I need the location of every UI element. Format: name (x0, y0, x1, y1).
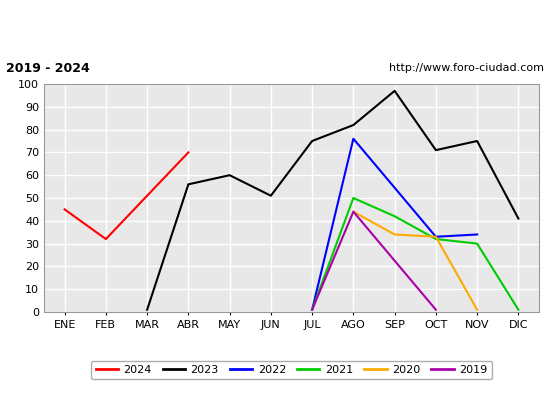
Text: Evolucion Nº Turistas Extranjeros en el municipio de Cihuri: Evolucion Nº Turistas Extranjeros en el … (23, 16, 527, 31)
Text: 2019 - 2024: 2019 - 2024 (6, 62, 89, 74)
Legend: 2024, 2023, 2022, 2021, 2020, 2019: 2024, 2023, 2022, 2021, 2020, 2019 (91, 360, 492, 380)
Text: http://www.foro-ciudad.com: http://www.foro-ciudad.com (389, 63, 544, 73)
